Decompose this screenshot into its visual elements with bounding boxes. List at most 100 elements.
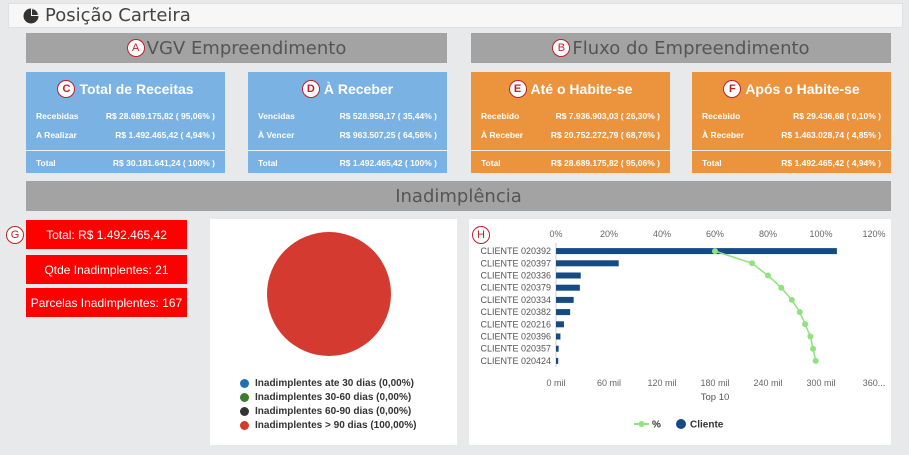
legend-dot-icon (240, 420, 249, 430)
x-bottom-tick-label: 0 mil (546, 378, 565, 388)
pie-chart-icon (23, 8, 39, 23)
point-percent[interactable] (712, 248, 718, 255)
card-row-value: R$ 20.752.272,79 ( 68,76% ) (550, 129, 660, 140)
category-label: CLIENTE 020334 (480, 295, 551, 305)
bar-cliente[interactable] (556, 272, 581, 279)
legend-dot-icon (676, 419, 686, 429)
bar-cliente[interactable] (556, 296, 574, 303)
category-label: CLIENTE 020424 (480, 356, 551, 366)
card-marker: E (508, 80, 527, 98)
category-label: CLIENTE 020392 (480, 246, 551, 256)
x-top-tick-label: 60% (706, 229, 724, 239)
category-label: CLIENTE 020396 (480, 332, 551, 342)
card-row-value: R$ 963.507,25 ( 64,56% ) (339, 129, 437, 140)
bar-cliente[interactable] (556, 357, 559, 364)
x-bottom-tick-label: 60 mil (597, 378, 621, 388)
point-percent[interactable] (788, 296, 795, 303)
point-percent[interactable] (796, 309, 803, 316)
card-title: C Total de Receitas (26, 72, 225, 106)
card-marker: F (723, 80, 742, 98)
card-row-label: Recebidas (36, 110, 79, 121)
card-row: À Vencer R$ 963.507,25 ( 64,56% ) (248, 125, 447, 144)
card-divider (248, 150, 447, 151)
page-header: Posição Carteira (8, 3, 903, 28)
x-bottom-tick-label: 120 mil (647, 378, 676, 388)
bar-cliente[interactable] (556, 260, 619, 267)
card-title-text: À Receber (323, 81, 394, 97)
legend-dot-icon (240, 406, 249, 416)
x-top-tick-label: 40% (653, 229, 671, 239)
card-2: E Até o Habite-se Recebido R$ 7.936.903,03 … (471, 72, 670, 173)
qtde-inadimplentes-box: Qtde Inadimplentes: 21 (26, 255, 187, 284)
card-row-label: Recebido (481, 110, 520, 121)
point-percent[interactable] (778, 284, 785, 291)
pie-panel: Inadimplentes ate 30 dias (0,00%) Inadimp… (210, 219, 457, 445)
x-top-tick-label: 0% (549, 229, 562, 239)
pie-legend-label: Inadimplentes 30-60 dias (0,00%) (255, 391, 412, 403)
card-divider (692, 150, 891, 151)
card-total-row: Total R$ 1.492.465,42 ( 100% ) (248, 153, 447, 173)
card-row-label: A Realizar (36, 129, 77, 140)
section-inadimplencia: Inadimplência (26, 181, 891, 211)
card-0: C Total de Receitas Recebidas R$ 28.689.175… (26, 72, 225, 173)
bar-cliente[interactable] (556, 321, 564, 328)
category-label: CLIENTE 020379 (480, 283, 551, 293)
point-percent[interactable] (807, 333, 814, 340)
pie-legend-label: Inadimplentes > 90 dias (100,00%) (255, 419, 417, 431)
bar-cliente[interactable] (556, 309, 571, 316)
card-title-text: Após o Habite-se (745, 81, 860, 97)
card-total-label: Total (481, 158, 501, 168)
card-row: À Receber R$ 1.463.028,74 ( 4,85% ) (692, 125, 891, 144)
card-row-value: R$ 1.463.028,74 ( 4,85% ) (781, 129, 881, 140)
card-total-row: Total R$ 28.689.175,82 ( 95,06% ) (471, 153, 670, 173)
pie-legend-label: Inadimplentes ate 30 dias (0,00%) (255, 377, 414, 389)
card-row-value: R$ 528.958,17 ( 35,44% ) (339, 110, 437, 121)
bar-cliente[interactable] (556, 284, 580, 291)
card-title: E Até o Habite-se (471, 72, 670, 106)
card-row-label: Recebido (702, 110, 741, 121)
bar-cliente[interactable] (556, 333, 561, 340)
card-row-value: R$ 28.689.175,82 ( 95,06% ) (105, 110, 215, 121)
bar-cliente[interactable] (556, 248, 837, 255)
pie-legend-item[interactable]: Inadimplentes ate 30 dias (0,00%) (240, 376, 416, 390)
marker-h: H (472, 226, 490, 244)
card-total-row: Total R$ 1.492.465,42 ( 4,94% ) (692, 153, 891, 173)
x-bottom-tick-label: 240 mil (753, 378, 782, 388)
line-percent (714, 250, 817, 362)
parcelas-inadimplentes-box: Parcelas Inadimplentes: 167 (26, 288, 187, 317)
pie-legend-item[interactable]: Inadimplentes > 90 dias (100,00%) (240, 418, 416, 432)
top10-chart: 0% 20% 40% 60% 80% 100% 120% 0 mil 60 mil 120 mil… (480, 229, 885, 431)
section-vgv: A VGV Empreendimento (26, 33, 447, 63)
card-title: F Após o Habite-se (692, 72, 891, 106)
card-title-text: Até o Habite-se (530, 81, 633, 97)
point-percent[interactable] (812, 357, 819, 364)
card-3: F Após o Habite-se Recebido R$ 29.436,68 ( … (692, 72, 891, 173)
point-percent[interactable] (810, 345, 817, 352)
point-percent[interactable] (765, 272, 771, 279)
point-percent[interactable] (749, 260, 756, 267)
card-row-value: R$ 1.492.465,42 ( 4,94% ) (115, 129, 215, 140)
card-total-value: R$ 1.492.465,42 ( 100% ) (339, 158, 437, 168)
card-total-label: Total (36, 158, 56, 168)
pie-legend-item[interactable]: Inadimplentes 60-90 dias (0,00%) (240, 404, 416, 418)
pie-chart (267, 232, 391, 356)
legend-dot-icon (240, 392, 249, 402)
point-percent[interactable] (802, 321, 809, 328)
category-label: CLIENTE 020357 (480, 344, 551, 354)
x-top-tick-label: 20% (600, 229, 618, 239)
x-top-tick-label: 120% (862, 229, 885, 239)
card-row-label: À Receber (481, 129, 524, 140)
pie-slice-over-90[interactable] (267, 232, 391, 356)
card-row: A Realizar R$ 1.492.465,42 ( 4,94% ) (26, 125, 225, 144)
pie-legend-item[interactable]: Inadimplentes 30-60 dias (0,00%) (240, 390, 416, 404)
category-label: CLIENTE 020336 (480, 271, 551, 281)
page-title: Posição Carteira (45, 5, 191, 26)
top10-panel: 0% 20% 40% 60% 80% 100% 120% 0 mil 60 mil 120 mil… (469, 219, 891, 445)
x-top-tick-label: 100% (809, 229, 832, 239)
bar-cliente[interactable] (556, 345, 559, 352)
total-inadimplencia-box: Total: R$ 1.492.465,42 (26, 220, 187, 249)
legend-dot-icon (240, 378, 249, 388)
marker-a: A (126, 39, 145, 57)
card-total-value: R$ 1.492.465,42 ( 4,94% ) (781, 158, 881, 168)
